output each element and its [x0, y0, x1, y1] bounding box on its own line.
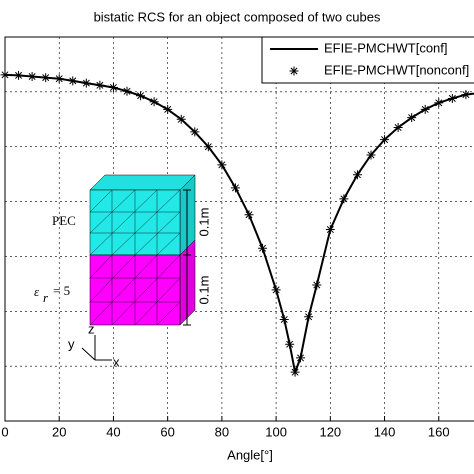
legend-label: EFIE-PMCHWT[conf]	[324, 40, 448, 55]
star-marker	[136, 91, 146, 101]
annotation: 0.1m	[196, 276, 211, 305]
annotation: y	[68, 336, 75, 351]
mesh	[89, 189, 181, 326]
star-marker	[285, 339, 295, 349]
star-marker	[393, 123, 403, 133]
star-marker	[14, 70, 24, 80]
annotation: PEC	[52, 213, 76, 228]
legend-label: EFIE-PMCHWT[nonconf]	[324, 62, 469, 77]
x-tick-label: 100	[265, 424, 287, 439]
inset: PEC ε r = 5 0.1m 0.1m z y x	[34, 174, 211, 369]
star-marker	[203, 142, 213, 152]
x-tick-label: 60	[160, 424, 174, 439]
star-marker	[352, 170, 362, 180]
x-tick-label: 0	[1, 424, 8, 439]
x-tick-label: 40	[106, 424, 120, 439]
x-axis-label: Angle[°]	[227, 447, 273, 462]
x-tick-label: 80	[215, 424, 229, 439]
x-tick-label: 160	[428, 424, 450, 439]
star-marker	[163, 104, 173, 114]
star-marker	[244, 210, 254, 220]
legend-marker	[289, 66, 299, 76]
plot-frame	[4, 36, 474, 422]
star-marker	[407, 113, 417, 123]
legend-box	[261, 36, 474, 84]
star-marker	[217, 160, 227, 170]
star-marker	[304, 312, 314, 322]
star-marker	[339, 194, 349, 204]
star-marker	[27, 71, 37, 81]
star-marker	[230, 183, 240, 193]
annotation: z	[88, 321, 95, 336]
annotation: r	[43, 290, 49, 305]
x-tick-label: 20	[52, 424, 66, 439]
star-marker	[41, 73, 51, 83]
star-marker	[149, 97, 159, 107]
star-marker	[366, 150, 376, 160]
annotation: = 5	[53, 283, 70, 298]
star-marker	[81, 78, 91, 88]
star-marker	[108, 82, 118, 92]
star-marker	[54, 74, 64, 84]
star-marker	[296, 353, 306, 363]
annotation: 0.1m	[196, 208, 211, 237]
star-marker	[447, 93, 457, 103]
star-marker	[434, 98, 444, 108]
star-marker	[312, 280, 322, 290]
annotation: ε	[34, 284, 40, 299]
star-marker	[176, 114, 186, 124]
star-marker	[325, 225, 335, 235]
x-tick-label: 120	[319, 424, 341, 439]
x-tick-label: 140	[374, 424, 396, 439]
star-marker	[380, 135, 390, 145]
star-marker	[279, 315, 289, 325]
star-marker	[122, 86, 132, 96]
annotation: x	[113, 354, 120, 369]
star-marker	[461, 90, 471, 100]
cube-top	[89, 174, 196, 191]
star-marker	[290, 367, 300, 377]
chart-title: bistatic RCS for an object composed of t…	[94, 9, 381, 24]
dimension-lines	[81, 189, 191, 361]
star-marker	[258, 243, 268, 253]
series-line	[4, 73, 474, 376]
star-marker	[420, 104, 430, 114]
star-marker	[271, 285, 281, 295]
star-marker	[95, 80, 105, 90]
star-marker	[0, 70, 10, 80]
star-marker	[190, 127, 200, 137]
star-marker	[68, 76, 78, 86]
